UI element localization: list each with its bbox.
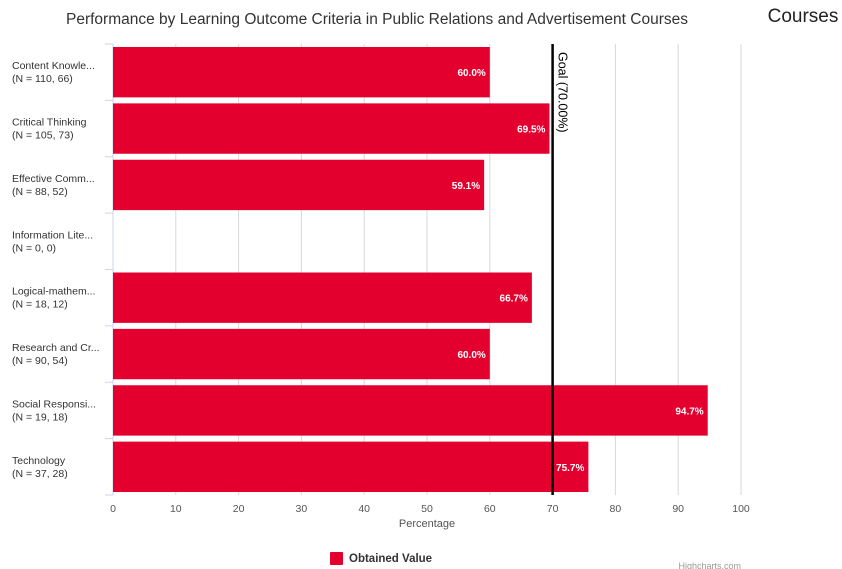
bar-data-label: 59.1%: [452, 181, 480, 192]
x-tick-label: 50: [421, 503, 433, 515]
courses-label: Courses: [768, 6, 839, 27]
category-label: Logical-mathem...: [12, 286, 95, 298]
x-axis-title: Percentage: [399, 518, 455, 530]
category-n-label: (N = 88, 52): [12, 186, 68, 198]
chart-title: Performance by Learning Outcome Criteria…: [66, 11, 688, 28]
category-label: Technology: [12, 455, 66, 467]
bar-data-label: 75.7%: [556, 463, 584, 474]
x-tick-label: 20: [233, 503, 245, 515]
x-tick-label: 10: [170, 503, 182, 515]
bar[interactable]: [113, 385, 708, 436]
bar[interactable]: [113, 159, 485, 211]
bar[interactable]: [113, 441, 589, 492]
bar-data-label: 60.0%: [457, 350, 485, 361]
legend-item-label[interactable]: Obtained Value: [349, 553, 432, 565]
credits[interactable]: Highcharts.com: [678, 561, 741, 569]
x-tick-label: 60: [484, 503, 496, 515]
bar[interactable]: [113, 103, 550, 154]
x-tick-label: 90: [672, 503, 684, 515]
x-tick-label: 70: [547, 503, 559, 515]
x-tick-label: 40: [358, 503, 370, 515]
x-tick-label: 30: [296, 503, 308, 515]
bar-data-label: 60.0%: [457, 68, 485, 79]
category-n-label: (N = 90, 54): [12, 355, 68, 367]
category-n-label: (N = 105, 73): [12, 130, 74, 142]
legend-swatch[interactable]: [330, 552, 343, 565]
category-label: Critical Thinking: [12, 117, 87, 129]
x-tick-label: 100: [732, 503, 750, 515]
goal-label: Goal (70.00%): [556, 52, 570, 133]
x-tick-label: 0: [110, 503, 116, 515]
category-label: Content Knowle...: [12, 60, 95, 72]
bar[interactable]: [113, 47, 490, 98]
bar[interactable]: [113, 328, 490, 380]
category-label: Social Responsi...: [12, 398, 96, 410]
bar[interactable]: [113, 272, 532, 323]
category-n-label: (N = 110, 66): [12, 73, 73, 85]
bar-data-label: 94.7%: [675, 406, 703, 417]
category-label: Research and Cr...: [12, 342, 100, 354]
bar-data-label: 66.7%: [500, 294, 528, 305]
x-tick-label: 80: [610, 503, 622, 515]
category-n-label: (N = 18, 12): [12, 299, 68, 311]
legend[interactable]: Obtained Value: [330, 552, 432, 565]
category-label: Information Lite...: [12, 229, 93, 241]
category-n-label: (N = 19, 18): [12, 411, 68, 423]
category-n-label: (N = 37, 28): [12, 468, 68, 480]
category-n-label: (N = 0, 0): [12, 242, 56, 254]
bar-data-label: 69.5%: [517, 125, 545, 136]
category-label: Effective Comm...: [12, 173, 95, 185]
